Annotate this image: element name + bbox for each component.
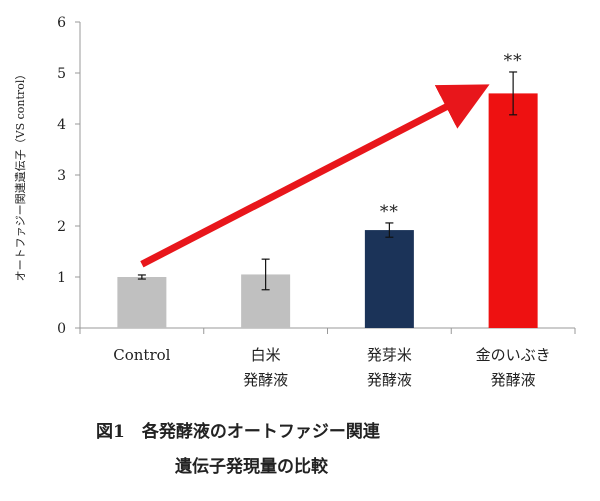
x-category-label-line2: 発酵液 xyxy=(367,371,412,389)
x-category-label-line2: 発酵液 xyxy=(491,371,536,389)
y-axis-label-group: オートファジー関連遺伝子（VS control） xyxy=(13,69,27,282)
y-tick-label: 0 xyxy=(57,321,66,337)
significance-marks: ** ** xyxy=(380,51,523,222)
y-tick-label: 2 xyxy=(57,219,66,235)
x-category-label-line2: 発酵液 xyxy=(243,371,288,389)
y-axis-label: オートファジー関連遺伝子（VS control） xyxy=(13,69,27,282)
trend-arrow xyxy=(140,84,490,268)
figure-caption-line2: 遺伝子発現量の比較 xyxy=(175,456,329,477)
bar xyxy=(364,230,414,328)
x-category-label-line1: 発芽米 xyxy=(367,346,412,364)
bars xyxy=(117,93,538,329)
bar xyxy=(488,93,538,329)
y-tick-label: 5 xyxy=(57,66,66,82)
x-category-label-line1: 金のいぶき xyxy=(476,346,551,364)
significance-label: ** xyxy=(380,202,399,222)
y-axis-ticks: 0 1 2 3 4 5 6 xyxy=(57,15,80,337)
y-tick-label: 1 xyxy=(57,270,66,286)
trend-arrow-group xyxy=(140,84,490,268)
y-tick-label: 6 xyxy=(57,15,66,31)
figure-caption-line1: 図1 各発酵液のオートファジー関連 xyxy=(96,421,381,442)
y-tick-label: 3 xyxy=(57,168,66,184)
bar xyxy=(117,277,167,328)
x-category-label-line1: 白米 xyxy=(251,346,281,364)
y-tick-label: 4 xyxy=(57,117,66,133)
significance-label: ** xyxy=(504,51,523,71)
error-bars xyxy=(137,71,518,291)
x-category-label-line1: Control xyxy=(113,346,170,364)
